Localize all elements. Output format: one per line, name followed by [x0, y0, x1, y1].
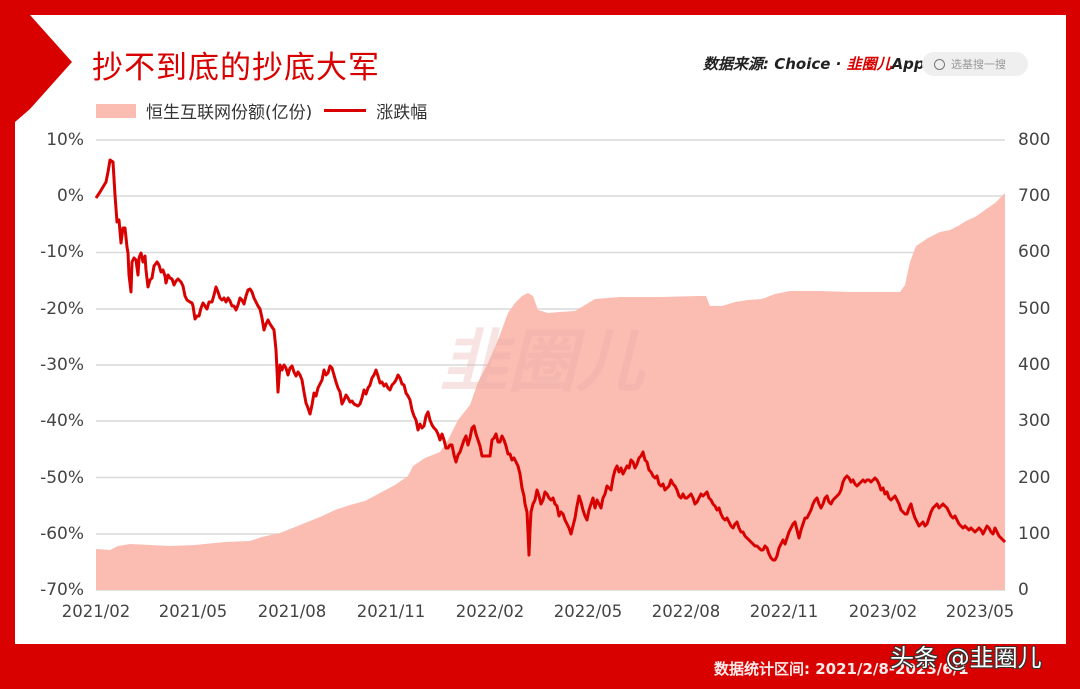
- chart-legend: 恒生互联网份额(亿份) 涨跌幅: [96, 98, 427, 123]
- fund-share-area: [96, 193, 1005, 590]
- change-line: [94, 158, 1007, 562]
- source-brand: 韭圈儿: [846, 55, 892, 73]
- x-axis-tick: 2022/08: [651, 602, 721, 621]
- right-axis-tick: 300: [1018, 411, 1051, 431]
- x-axis-tick: 2023/05: [945, 602, 1015, 621]
- left-axis-tick: -20%: [40, 299, 84, 319]
- right-axis-tick: 800: [1018, 130, 1051, 150]
- source-app: App: [891, 55, 925, 73]
- x-axis-tick: 2022/02: [455, 602, 525, 621]
- left-axis-tick: 0%: [57, 186, 84, 206]
- page-title: 抄不到底的抄底大军: [92, 50, 380, 86]
- right-axis-tick: 600: [1018, 242, 1051, 262]
- search-icon: [934, 58, 945, 70]
- center-watermark: 韭圈儿: [440, 323, 646, 402]
- right-axis-tick: 500: [1018, 299, 1051, 319]
- right-axis-tick: 400: [1018, 355, 1051, 375]
- search-box[interactable]: 选基搜一搜: [922, 52, 1028, 76]
- left-axis-tick: -70%: [40, 580, 84, 600]
- x-axis-tick: 2022/11: [749, 602, 819, 621]
- line-legend-swatch: [324, 109, 367, 112]
- area-legend-label: 恒生互联网份额(亿份): [146, 103, 313, 123]
- platform-watermark: 头条 @韭圈儿: [890, 644, 1042, 672]
- x-axis-tick: 2023/02: [848, 602, 918, 621]
- area-legend-swatch: [96, 103, 136, 118]
- right-axis-tick: 200: [1018, 468, 1051, 488]
- x-axis-tick: 2022/05: [553, 602, 623, 621]
- x-axis-tick: 2021/05: [158, 602, 228, 621]
- left-axis-tick: 10%: [46, 130, 84, 150]
- left-axis-tick: -10%: [40, 242, 84, 262]
- x-axis-tick: 2021/02: [61, 602, 131, 621]
- line-legend-label: 涨跌幅: [376, 103, 428, 123]
- source-label: 数据来源: Choice ·: [703, 55, 847, 73]
- right-axis-tick: 100: [1018, 524, 1051, 544]
- x-axis-tick: 2021/08: [257, 602, 327, 621]
- left-axis-tick: -60%: [40, 524, 84, 544]
- left-axis-tick: -30%: [40, 355, 84, 375]
- left-axis-tick: -50%: [40, 468, 84, 488]
- right-axis-tick: 0: [1018, 580, 1029, 600]
- data-range-note: 数据统计区间: 2021/2/8-2023/6/1: [714, 660, 969, 678]
- right-axis-tick: 700: [1018, 186, 1051, 206]
- left-axis-tick: -40%: [40, 411, 84, 431]
- search-placeholder: 选基搜一搜: [951, 58, 1006, 71]
- x-axis-tick: 2021/11: [356, 602, 426, 621]
- corner-chevron: [15, 15, 72, 122]
- data-source: 数据来源: Choice · 韭圈儿App: [703, 53, 925, 74]
